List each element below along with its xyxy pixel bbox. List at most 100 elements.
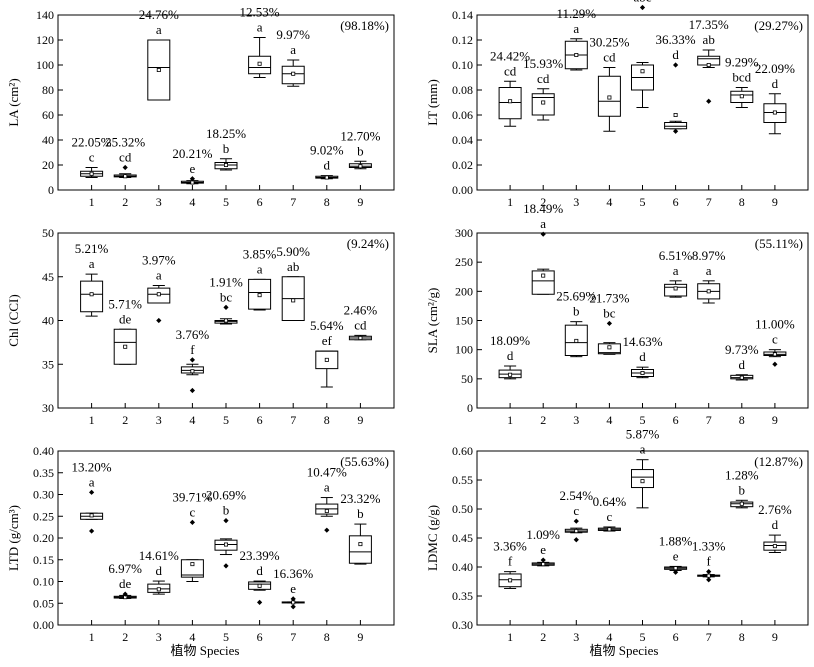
x-tick-label: 4: [189, 413, 195, 427]
cv-label: 3.76%: [176, 327, 210, 342]
y-tick-label: 0.35: [452, 589, 473, 603]
cv-label: 10.47%: [307, 465, 347, 480]
y-tick-label: 80: [42, 83, 54, 97]
significance-letter: d: [256, 563, 263, 578]
x-tick-label: 9: [772, 630, 778, 644]
x-tick-label: 6: [257, 413, 263, 427]
cv-label: 3.36%: [493, 539, 527, 554]
x-tick-label: 8: [739, 195, 745, 209]
significance-letter: b: [357, 506, 364, 521]
x-tick-label: 9: [357, 195, 363, 209]
significance-letter: d: [507, 348, 514, 363]
y-tick-label: 0.14: [452, 8, 473, 22]
significance-letter: ef: [322, 333, 333, 348]
y-tick-label: 120: [36, 33, 54, 47]
significance-letter: bc: [603, 305, 616, 320]
mean-marker: [508, 372, 513, 377]
significance-letter: f: [707, 554, 712, 569]
mean-marker: [257, 583, 262, 588]
x-tick-label: 8: [739, 630, 745, 644]
corner-label: (9.24%): [347, 236, 389, 251]
box-8: ef5.64%: [310, 318, 344, 388]
x-tick-label: 3: [573, 630, 579, 644]
y-tick-label: 0.20: [33, 531, 54, 545]
y-tick-label: 0.40: [452, 560, 473, 574]
x-tick-label: 9: [357, 630, 363, 644]
outlier-marker: [89, 489, 95, 495]
mean-marker: [89, 513, 94, 518]
mean-marker: [541, 562, 546, 567]
x-axis-label-left: 植物 Species: [171, 643, 240, 658]
mean-marker: [640, 370, 645, 375]
mean-marker: [190, 369, 195, 374]
cv-label: 15.93%: [523, 56, 563, 71]
cv-label: 9.97%: [276, 27, 310, 42]
cv-label: 9.73%: [725, 342, 759, 357]
corner-label: (12.87%): [754, 454, 803, 469]
significance-letter: a: [89, 256, 95, 271]
mean-marker: [673, 566, 678, 571]
y-tick-label: 0.00: [452, 183, 473, 197]
box-3: a11.29%: [556, 6, 596, 71]
significance-letter: bc: [220, 289, 233, 304]
cv-label: 14.63%: [622, 334, 662, 349]
y-tick-label: 0: [48, 183, 54, 197]
mean-marker: [739, 375, 744, 380]
box-9: c11.00%: [755, 317, 795, 367]
panel-6: 0.30 0.35 0.40 0.45 0.50 0.55 0.60 1 2 3 4 5 6 7 8 9 LDM…: [425, 427, 809, 644]
outlier-marker: [540, 557, 546, 563]
panel-1: 0 20 40 60 80 100 120 140 1 2 3 4 5 6 7 8 9 LA (cm²) (98.1…: [6, 5, 395, 209]
y-tick-label: 0.30: [33, 488, 54, 502]
significance-letter: abc: [633, 0, 651, 5]
cv-label: 17.35%: [689, 17, 729, 32]
cv-label: 18.25%: [206, 126, 246, 141]
mean-marker: [324, 357, 329, 362]
x-tick-label: 6: [673, 413, 679, 427]
mean-marker: [156, 68, 161, 73]
cv-label: 1.09%: [526, 527, 560, 542]
outlier-marker: [223, 563, 229, 569]
y-tick-label: 150: [455, 314, 473, 328]
mean-marker: [673, 113, 678, 118]
cv-label: 12.70%: [340, 128, 380, 143]
x-tick-label: 8: [739, 413, 745, 427]
y-tick-label: 100: [36, 58, 54, 72]
box-3: c2.54%: [560, 488, 593, 543]
box-6: a12.53%: [240, 5, 280, 78]
x-tick-label: 1: [89, 195, 95, 209]
x-tick-label: 7: [706, 413, 712, 427]
x-axis-label-right: 植物 Species: [590, 643, 659, 658]
cv-label: 25.32%: [105, 135, 145, 150]
box-8: a10.47%: [307, 465, 347, 533]
x-tick-label: 1: [507, 630, 513, 644]
cv-label: 6.97%: [108, 561, 142, 576]
box-9: b12.70%: [340, 128, 381, 170]
y-tick-label: 30: [42, 401, 54, 415]
y-tick-label: 0.35: [33, 466, 54, 480]
box-7: f1.33%: [692, 539, 726, 583]
cv-label: 21.73%: [589, 290, 629, 305]
panel-2: 0.00 0.02 0.04 0.06 0.08 0.10 0.12 0.14 1 2 3 4 5 6 7 8…: [425, 0, 809, 209]
mean-marker: [607, 95, 612, 100]
significance-letter: a: [640, 442, 646, 457]
cv-label: 22.09%: [755, 61, 795, 76]
cv-label: 12.53%: [240, 5, 280, 20]
x-tick-label: 6: [673, 630, 679, 644]
x-tick-label: 8: [324, 195, 330, 209]
significance-letter: a: [156, 268, 162, 283]
box-5: d14.63%: [622, 334, 663, 379]
significance-letter: c: [573, 503, 579, 518]
box-9: d22.09%: [755, 61, 795, 135]
cv-label: 1.33%: [692, 539, 726, 554]
y-tick-label: 0.12: [452, 33, 473, 47]
x-tick-label: 3: [573, 413, 579, 427]
box-5: abc32.06%: [631, 0, 654, 108]
significance-letter: c: [772, 332, 778, 347]
y-tick-label: 0.04: [452, 133, 473, 147]
x-tick-label: 4: [606, 195, 612, 209]
